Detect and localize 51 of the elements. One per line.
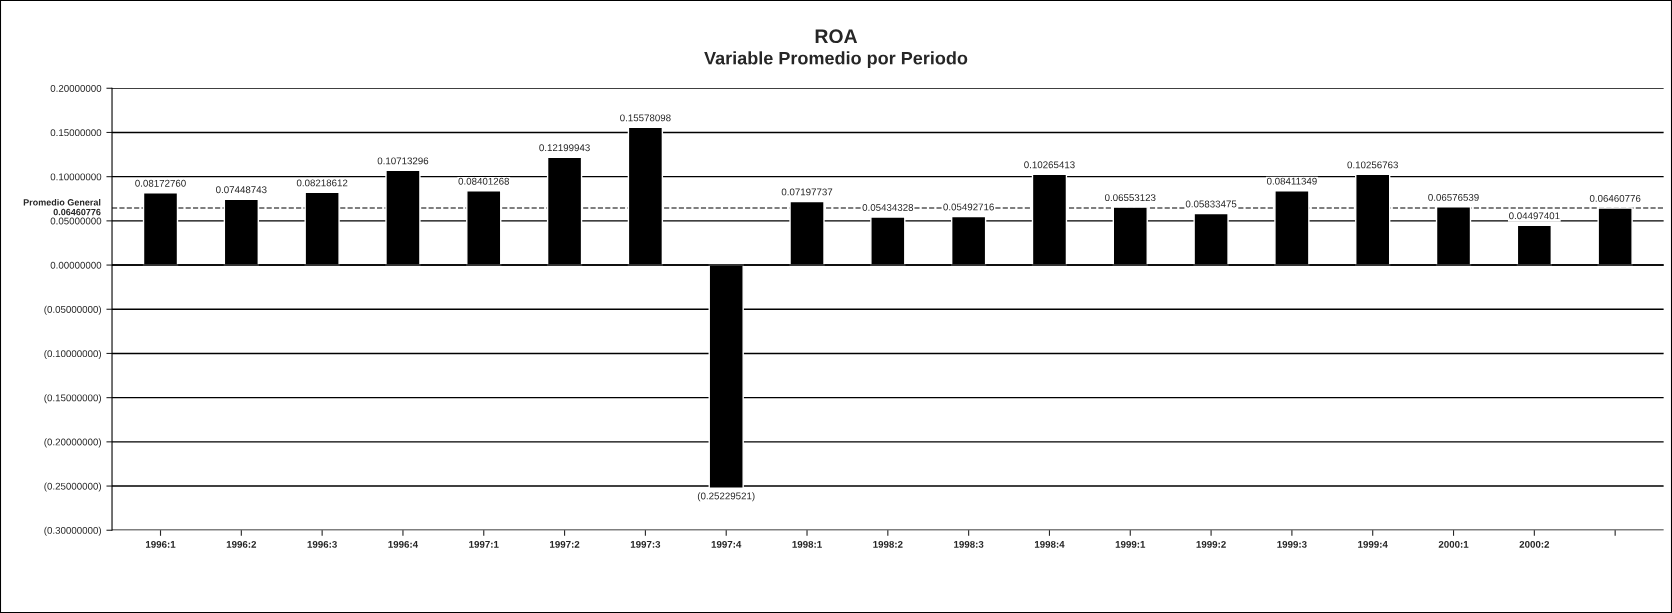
data-label: 0.05833475: [1185, 200, 1237, 208]
x-tick-label: 2000:1: [1438, 540, 1469, 548]
data-label: 0.04497401: [1509, 212, 1560, 220]
x-tick-label: 1997:2: [550, 540, 580, 548]
data-label: 0.06553123: [1104, 194, 1156, 202]
x-tick-label: 1996:1: [145, 540, 176, 548]
x-tick-label: 1996:2: [226, 540, 257, 548]
data-label: 0.05492716: [943, 203, 994, 211]
x-tick-label: 1996:3: [307, 540, 337, 548]
y-tick-label: 0.10000000: [50, 173, 102, 181]
data-label: 0.10256763: [1347, 161, 1398, 169]
data-label: 0.06576539: [1428, 193, 1479, 201]
y-tick-label: (0.25000000): [44, 482, 102, 492]
data-label: 0.08401268: [458, 177, 510, 185]
x-tick-label: 1998:2: [873, 540, 903, 548]
x-tick-label: 1999:4: [1358, 540, 1388, 548]
y-tick-label: (0.30000000): [44, 526, 102, 536]
x-tick-label: 1998:3: [954, 540, 984, 548]
data-label: 0.10265413: [1024, 161, 1075, 169]
x-tick-label: 1996:4: [388, 540, 419, 548]
data-label: (0.25229521): [697, 492, 755, 502]
data-label: 0.07448743: [216, 186, 267, 194]
y-tick-label: 0.20000000: [50, 85, 102, 92]
x-tick-label: 1999:1: [1115, 540, 1146, 548]
data-label: 0.06460776: [1589, 194, 1641, 202]
data-label: 0.10713296: [377, 157, 429, 165]
y-tick-label: (0.10000000): [44, 349, 102, 359]
x-tick-label: 2000:2: [1519, 540, 1550, 548]
y-tick-label: (0.15000000): [44, 394, 102, 404]
data-label: 0.07197737: [781, 188, 833, 196]
x-tick-label: 1997:3: [630, 540, 661, 548]
x-tick-label: 1999:2: [1196, 540, 1226, 548]
x-tick-label: 1999:3: [1277, 540, 1307, 548]
y-tick-label: (0.05000000): [44, 305, 102, 315]
data-label: 0.08172760: [135, 179, 186, 187]
y-tick-label: 0.15000000: [50, 129, 102, 137]
x-tick-label: 1998:4: [1034, 540, 1065, 548]
y-tick-label: (0.20000000): [44, 438, 102, 448]
x-tick-label: 1998:1: [792, 540, 822, 548]
data-label: 0.08218612: [296, 179, 348, 187]
chart-title: ROA: [815, 29, 858, 44]
data-label: 0.08411349: [1266, 177, 1317, 185]
x-tick-label: 1997:4: [711, 540, 742, 548]
ref-line-label: Promedio General 0.06460776: [23, 198, 101, 216]
data-label: 0.12199943: [539, 144, 590, 152]
x-tick-label: 1997:1: [469, 540, 499, 548]
data-label: 0.05434328: [862, 204, 914, 211]
y-tick-label: 0.05000000: [50, 217, 102, 225]
chart-subtitle: Variable Promedio por Periodo: [704, 51, 968, 69]
data-label: 0.15578098: [620, 114, 671, 122]
y-tick-label: 0.00000000: [50, 261, 102, 269]
